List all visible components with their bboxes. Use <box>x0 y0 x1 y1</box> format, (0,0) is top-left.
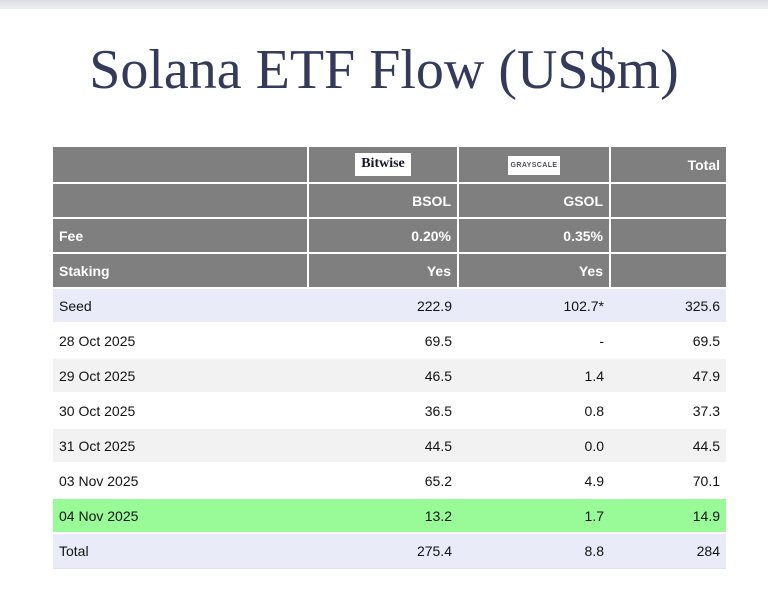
header-spacer-cell <box>53 183 309 220</box>
header-total-label: Total <box>610 147 726 185</box>
table-row-29-oct-2025: 29 Oct 2025 46.5 1.4 47.9 <box>53 358 726 395</box>
cell-total <box>610 253 726 290</box>
table-row-30-oct-2025: 30 Oct 2025 36.5 0.8 37.3 <box>53 393 726 430</box>
cell-label: 30 Oct 2025 <box>53 393 308 430</box>
cell-total: 284 <box>610 533 726 569</box>
cell-label: Total <box>53 533 308 569</box>
grayscale-logo: GRAYSCALE <box>507 156 561 176</box>
header-bitwise-cell: Bitwise <box>308 147 459 185</box>
cell-bsol: 44.5 <box>308 428 458 465</box>
cell-label: Staking <box>53 253 309 290</box>
table-row-04-nov-2025: 04 Nov 2025 13.2 1.7 14.9 <box>53 498 726 535</box>
cell-gsol: 4.9 <box>458 463 610 500</box>
cell-bsol: 65.2 <box>308 463 458 500</box>
cell-gsol: 0.0 <box>458 428 610 465</box>
bitwise-logo: Bitwise <box>355 153 411 177</box>
cell-total: 69.5 <box>610 323 726 360</box>
cell-total: 47.9 <box>610 358 726 395</box>
cell-gsol: Yes <box>458 253 611 290</box>
cell-gsol: 0.35% <box>458 218 611 255</box>
cell-bsol: 69.5 <box>308 323 458 360</box>
table-header-logos-row: Bitwise GRAYSCALE Total <box>53 147 726 185</box>
header-grayscale-cell: GRAYSCALE <box>458 147 611 185</box>
table-row-fee: Fee 0.20% 0.35% <box>53 218 726 255</box>
cell-label: 04 Nov 2025 <box>53 498 308 535</box>
etf-flow-table: Bitwise GRAYSCALE Total BSOL GSOL Fee 0.2… <box>53 147 726 569</box>
cell-total <box>610 218 726 255</box>
cell-bsol: 222.9 <box>308 288 458 325</box>
table-row-03-nov-2025: 03 Nov 2025 65.2 4.9 70.1 <box>53 463 726 500</box>
table-row-total: Total 275.4 8.8 284 <box>53 533 726 569</box>
cell-label: 03 Nov 2025 <box>53 463 308 500</box>
header-spacer-cell <box>610 183 726 220</box>
cell-label: Fee <box>53 218 309 255</box>
cell-bsol: 13.2 <box>308 498 458 535</box>
cell-gsol: - <box>458 323 610 360</box>
header-gsol-label: GSOL <box>458 183 611 220</box>
table-header-tickers-row: BSOL GSOL <box>53 183 726 220</box>
cell-total: 325.6 <box>610 288 726 325</box>
cell-label: Seed <box>53 288 308 325</box>
etf-flow-table-container: Bitwise GRAYSCALE Total BSOL GSOL Fee 0.2… <box>53 147 768 569</box>
cell-total: 14.9 <box>610 498 726 535</box>
cell-bsol: 36.5 <box>308 393 458 430</box>
table-row-31-oct-2025: 31 Oct 2025 44.5 0.0 44.5 <box>53 428 726 465</box>
cell-total: 44.5 <box>610 428 726 465</box>
cell-label: 29 Oct 2025 <box>53 358 308 395</box>
cell-gsol: 102.7* <box>458 288 610 325</box>
window-top-edge <box>0 0 768 9</box>
cell-bsol: 275.4 <box>308 533 458 569</box>
cell-total: 70.1 <box>610 463 726 500</box>
cell-gsol: 1.4 <box>458 358 610 395</box>
header-spacer-cell <box>53 147 309 185</box>
cell-bsol: Yes <box>308 253 459 290</box>
cell-total: 37.3 <box>610 393 726 430</box>
cell-gsol: 0.8 <box>458 393 610 430</box>
cell-label: 28 Oct 2025 <box>53 323 308 360</box>
header-bsol-label: BSOL <box>308 183 459 220</box>
cell-bsol: 46.5 <box>308 358 458 395</box>
table-body: Fee 0.20% 0.35% Staking Yes Yes Seed 222.9 102.7… <box>53 218 726 569</box>
cell-gsol: 8.8 <box>458 533 610 569</box>
table-row-seed: Seed 222.9 102.7* 325.6 <box>53 288 726 325</box>
cell-bsol: 0.20% <box>308 218 459 255</box>
page-title: Solana ETF Flow (US$m) <box>89 39 679 101</box>
table-row-staking: Staking Yes Yes <box>53 253 726 290</box>
cell-label: 31 Oct 2025 <box>53 428 308 465</box>
table-row-28-oct-2025: 28 Oct 2025 69.5-69.5 <box>53 323 726 360</box>
cell-gsol: 1.7 <box>458 498 610 535</box>
